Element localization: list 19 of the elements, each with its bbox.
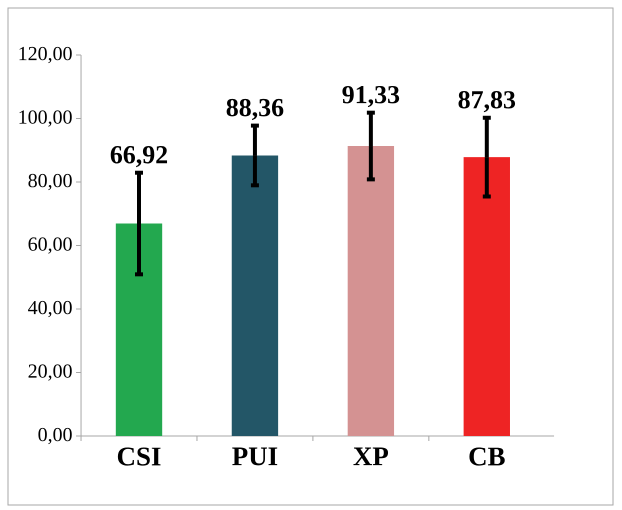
data-label: 87,83 bbox=[458, 91, 516, 112]
data-label: 66,92 bbox=[110, 146, 168, 168]
y-tick-label: 20,00 bbox=[28, 364, 72, 381]
bar bbox=[232, 155, 278, 436]
y-tick-label: 0,00 bbox=[38, 428, 72, 444]
y-tick-label: 120,00 bbox=[19, 46, 72, 64]
x-tick-label: PUI bbox=[232, 448, 278, 466]
x-tick-label: XP bbox=[353, 448, 388, 466]
data-label: 91,33 bbox=[342, 86, 400, 108]
x-tick-label: CB bbox=[469, 448, 505, 466]
y-tick-label: 60,00 bbox=[28, 237, 72, 254]
data-label: 88,36 bbox=[226, 98, 284, 120]
bar bbox=[116, 224, 162, 436]
bar bbox=[464, 157, 510, 436]
bar bbox=[348, 146, 394, 436]
y-tick-label: 100,00 bbox=[19, 110, 72, 127]
y-tick-label: 40,00 bbox=[28, 300, 72, 318]
y-tick-label: 80,00 bbox=[28, 174, 72, 190]
x-tick-label: CSI bbox=[118, 448, 161, 466]
